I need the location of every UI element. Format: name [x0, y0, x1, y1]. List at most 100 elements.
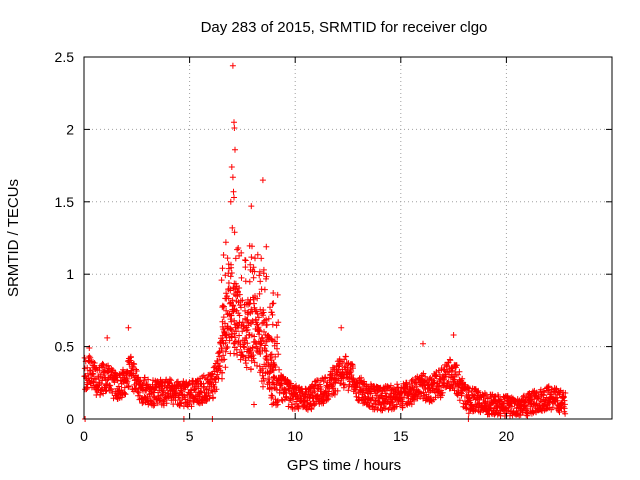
data-point [234, 288, 241, 295]
data-point [447, 357, 454, 364]
data-point [272, 353, 279, 360]
data-point [244, 340, 251, 347]
data-point [121, 390, 128, 397]
data-point [260, 266, 267, 273]
data-point [230, 284, 237, 291]
data-point [131, 361, 138, 368]
data-point [459, 387, 466, 394]
data-point [238, 304, 244, 311]
data-point [465, 389, 472, 396]
y-tick-label: 2 [66, 121, 74, 137]
data-point [228, 318, 235, 325]
data-point [87, 354, 94, 361]
data-point [262, 342, 269, 349]
data-point [311, 401, 318, 408]
data-point [553, 385, 560, 392]
data-point [450, 332, 457, 338]
data-point [248, 353, 255, 360]
data-point [150, 393, 157, 400]
data-point [475, 389, 482, 396]
data-point [251, 333, 258, 340]
data-point [443, 373, 450, 380]
data-point [233, 320, 240, 327]
data-point [245, 320, 252, 327]
data-point [254, 251, 261, 258]
data-point [246, 331, 252, 338]
data-point [261, 286, 268, 293]
data-point [408, 377, 415, 384]
data-point [231, 330, 238, 337]
data-point [254, 310, 261, 317]
data-point [249, 344, 256, 351]
data-point [408, 401, 415, 408]
data-point [308, 406, 315, 413]
data-point [281, 386, 288, 393]
grid-lines [84, 57, 612, 419]
x-tick-label: 20 [499, 428, 515, 444]
data-point [247, 366, 254, 373]
data-point [264, 381, 271, 388]
data-point [225, 280, 232, 286]
data-point [125, 383, 132, 389]
data-point [226, 300, 233, 307]
data-point [458, 390, 465, 397]
data-point [263, 357, 270, 363]
data-point [508, 403, 515, 410]
data-point [219, 302, 226, 309]
data-point [86, 353, 93, 360]
data-point [251, 359, 258, 366]
data-point [278, 380, 285, 387]
data-point [222, 320, 228, 327]
data-point [345, 387, 352, 394]
data-point [561, 401, 568, 408]
data-point [257, 350, 264, 357]
data-point [205, 389, 212, 396]
data-point [335, 377, 342, 384]
data-point [334, 369, 341, 376]
data-point [269, 321, 276, 328]
data-point [218, 277, 225, 284]
data-point [267, 304, 273, 311]
data-point [235, 324, 241, 331]
data-point [262, 363, 269, 370]
data-point [215, 363, 222, 370]
y-tick-label: 1.5 [55, 194, 75, 210]
data-point [485, 395, 491, 402]
data-point [523, 409, 530, 416]
data-point [188, 403, 195, 410]
data-point [238, 274, 245, 281]
data-point [236, 319, 243, 326]
data-point [121, 384, 128, 391]
data-point [229, 224, 236, 231]
data-point [220, 314, 227, 321]
y-axis-label: SRMTID / TECUs [5, 179, 22, 297]
data-point [338, 324, 345, 331]
data-point [562, 410, 569, 417]
y-tick-label: 0 [66, 411, 74, 427]
data-point [266, 335, 273, 342]
data-point [258, 255, 265, 262]
data-point [520, 393, 527, 400]
data-point [441, 367, 448, 374]
data-point [220, 303, 227, 310]
data-point [242, 315, 249, 322]
data-point [223, 290, 230, 297]
data-point [313, 382, 319, 389]
data-point [228, 312, 235, 319]
data-point [219, 375, 225, 382]
y-tick-label: 1 [66, 266, 74, 282]
data-point [228, 164, 235, 170]
data-point [243, 327, 250, 334]
data-point [237, 356, 244, 363]
data-point [256, 327, 263, 334]
data-point [86, 345, 93, 351]
data-point [255, 328, 262, 335]
data-point [208, 387, 215, 394]
data-point [232, 334, 238, 341]
data-point [225, 261, 232, 268]
data-point [290, 396, 296, 403]
data-point [285, 403, 292, 410]
data-point [331, 391, 338, 398]
data-point [245, 309, 252, 316]
data-point [241, 344, 248, 351]
